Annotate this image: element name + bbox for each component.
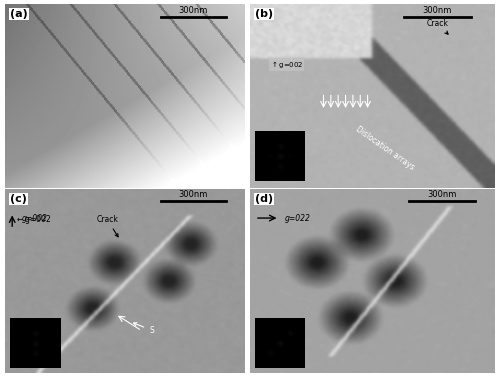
Text: (b): (b) (255, 9, 273, 19)
Text: (d): (d) (255, 194, 273, 204)
Text: 300nm: 300nm (178, 6, 208, 15)
Text: $\uparrow$g=002: $\uparrow$g=002 (270, 59, 303, 70)
Text: (a): (a) (10, 9, 28, 19)
Text: 300nm: 300nm (422, 6, 452, 15)
Text: Crack: Crack (96, 215, 118, 237)
Text: Crack: Crack (426, 19, 448, 34)
Text: $\leftarrow$g=002: $\leftarrow$g=002 (14, 213, 51, 226)
Text: 300nm: 300nm (428, 190, 457, 199)
Text: g=022: g=022 (284, 213, 310, 222)
Text: S: S (134, 323, 154, 335)
Text: g=002: g=002 (22, 213, 48, 222)
Text: Dislocation arrays: Dislocation arrays (354, 124, 416, 172)
Text: 300nm: 300nm (178, 190, 208, 199)
Text: (c): (c) (10, 194, 26, 204)
